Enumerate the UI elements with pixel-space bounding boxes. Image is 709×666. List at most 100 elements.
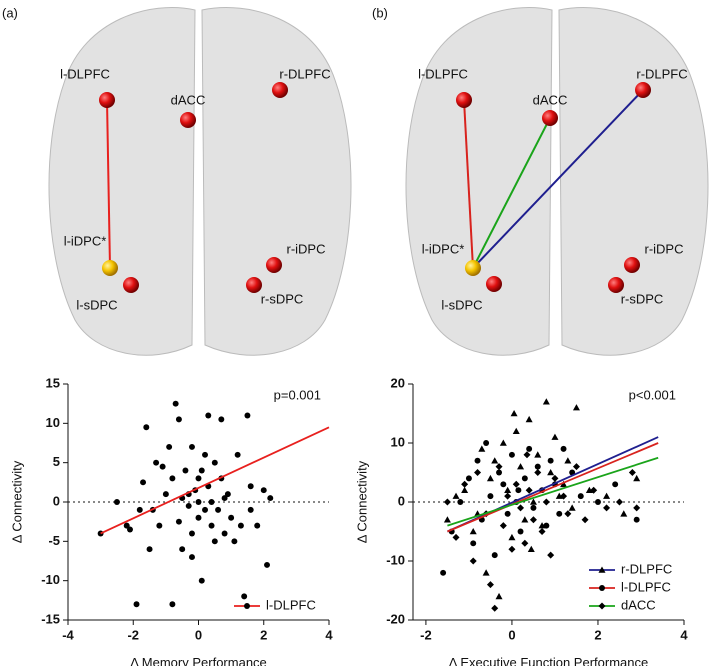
point [469, 557, 477, 565]
y-tick-label: 15 [46, 375, 60, 390]
point [195, 475, 202, 482]
y-tick-label: 5 [53, 454, 60, 469]
point [189, 443, 195, 450]
point [465, 475, 472, 482]
point [185, 502, 192, 509]
point [470, 540, 477, 547]
point [510, 410, 518, 417]
point [517, 463, 525, 470]
point [555, 492, 563, 499]
x-tick-label: -2 [127, 627, 139, 642]
node-label: dACC [171, 92, 206, 107]
legend-marker [598, 566, 606, 573]
point [504, 492, 512, 500]
point [603, 492, 611, 499]
connection [463, 99, 474, 269]
point [560, 492, 568, 500]
point [633, 474, 641, 482]
point [572, 463, 580, 471]
point [166, 443, 173, 450]
node [608, 277, 624, 293]
point [221, 530, 228, 537]
point [195, 499, 202, 505]
point [486, 474, 494, 482]
node-label: r-sDPC [261, 291, 304, 306]
point [264, 561, 270, 568]
x-tick-label: -4 [62, 627, 74, 642]
point [523, 451, 531, 459]
y-tick-label: 0 [53, 493, 60, 508]
point [534, 451, 542, 458]
point [247, 506, 254, 513]
hemisphere [405, 7, 553, 356]
point [499, 522, 507, 530]
panel-label: (a) [2, 5, 18, 20]
y-tick-label: -15 [41, 611, 60, 626]
node-label: r-iDPC [287, 241, 326, 256]
point [525, 415, 533, 423]
point [175, 518, 182, 525]
point [153, 459, 160, 466]
hemisphere [201, 7, 352, 356]
point [551, 433, 559, 440]
hemisphere [558, 7, 709, 356]
point [143, 424, 150, 431]
point [564, 457, 572, 464]
brain-b [405, 7, 709, 356]
point [577, 493, 584, 500]
point [241, 593, 248, 600]
legend-label: l-DLPFC [266, 597, 316, 612]
point [452, 533, 460, 541]
legend-marker [244, 603, 250, 609]
point [244, 412, 251, 419]
x-tick-label: 2 [594, 627, 601, 642]
point [542, 498, 550, 506]
connection [472, 117, 551, 269]
x-axis-label: Δ Executive Function Performance [448, 655, 649, 666]
point [620, 510, 628, 517]
point [123, 522, 130, 529]
legend-label: r-DLPFC [621, 561, 672, 576]
point [560, 480, 568, 488]
point [172, 400, 179, 407]
point [267, 495, 274, 502]
point [521, 475, 528, 482]
point [508, 451, 515, 458]
node-label: r-sDPC [621, 291, 664, 306]
point [491, 457, 499, 464]
point [534, 463, 541, 470]
point [482, 569, 490, 576]
point [564, 510, 572, 518]
point [527, 545, 535, 552]
point [461, 486, 469, 493]
x-tick-label: 2 [260, 627, 267, 642]
connection [472, 89, 644, 269]
y-tick-label: 20 [391, 375, 405, 390]
point [452, 492, 460, 499]
point [521, 516, 529, 523]
point [237, 522, 244, 529]
x-tick-label: 0 [508, 627, 515, 642]
y-tick-label: 0 [398, 493, 405, 508]
y-tick-label: 10 [46, 415, 60, 430]
point [189, 554, 195, 561]
point [469, 528, 477, 535]
point [517, 528, 524, 535]
y-tick-label: 10 [391, 434, 405, 449]
point [260, 487, 267, 494]
point [512, 427, 520, 434]
point [443, 498, 451, 506]
node-label: dACC [533, 92, 568, 107]
point [590, 486, 598, 494]
node-label: r-DLPFC [279, 66, 330, 81]
point [517, 504, 525, 512]
connection [106, 99, 111, 269]
point [547, 551, 555, 559]
point [603, 504, 611, 512]
point [542, 398, 550, 405]
point [504, 486, 512, 493]
node-label: l-iDPC* [422, 241, 465, 256]
point [127, 526, 133, 533]
